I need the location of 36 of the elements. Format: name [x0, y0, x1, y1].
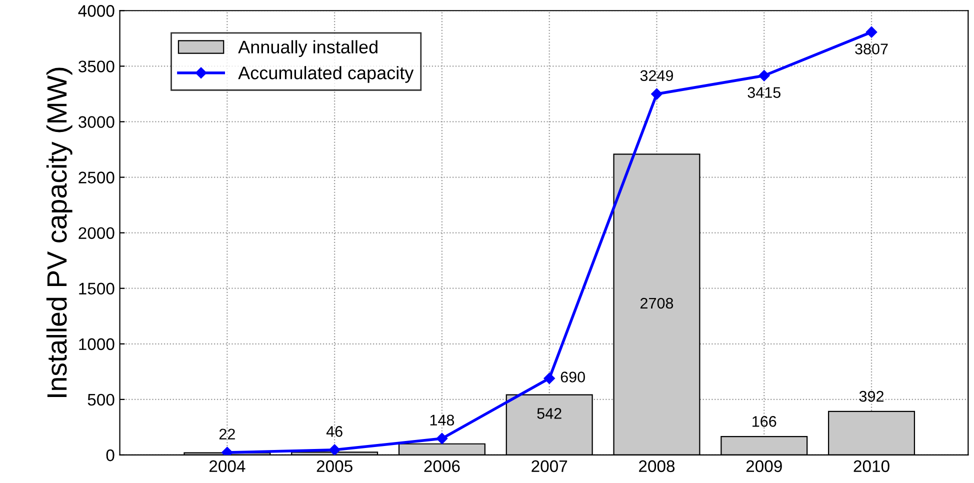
legend-label: Accumulated capacity — [238, 66, 414, 83]
y-tick-label: 500 — [88, 394, 114, 406]
y-tick-label: 2500 — [78, 172, 114, 184]
data-label: 542 — [537, 408, 562, 419]
point — [544, 372, 555, 384]
data-label: 392 — [859, 390, 884, 402]
data-label: 3415 — [748, 87, 780, 98]
data-label: 166 — [752, 416, 776, 427]
y-tick-label: 1000 — [79, 338, 114, 350]
y-tick-label: 1500 — [79, 282, 114, 295]
data-label: 3249 — [640, 70, 674, 82]
data-label: 3807 — [855, 44, 888, 54]
data-label: 148 — [430, 414, 454, 426]
data-label: 46 — [326, 426, 342, 437]
point — [651, 88, 662, 100]
x-tick-label: 2004 — [209, 460, 246, 472]
data-label: 2708 — [640, 298, 674, 309]
y-tick-label: 0 — [106, 449, 114, 462]
point — [758, 70, 770, 82]
point — [436, 432, 448, 444]
point — [866, 26, 878, 38]
data-label: 22 — [219, 428, 235, 440]
y-axis-title: Installed PV capacity (MW) — [46, 68, 72, 397]
y-tick-label: 4000 — [78, 5, 114, 17]
y-tick-label: 3000 — [78, 116, 114, 128]
y-tick-label: 3500 — [78, 60, 114, 72]
x-tick-label: 2009 — [746, 460, 782, 472]
x-tick-label: 2008 — [639, 460, 675, 472]
x-tick-label: 2005 — [316, 460, 352, 472]
x-tick-label: 2006 — [424, 460, 460, 472]
legend-label: Annually installed — [238, 40, 378, 58]
y-tick-label: 2000 — [78, 227, 114, 240]
x-tick-label: 2010 — [854, 460, 890, 472]
point — [328, 444, 340, 455]
data-label: 690 — [560, 372, 585, 382]
x-tick-label: 2007 — [532, 460, 568, 472]
